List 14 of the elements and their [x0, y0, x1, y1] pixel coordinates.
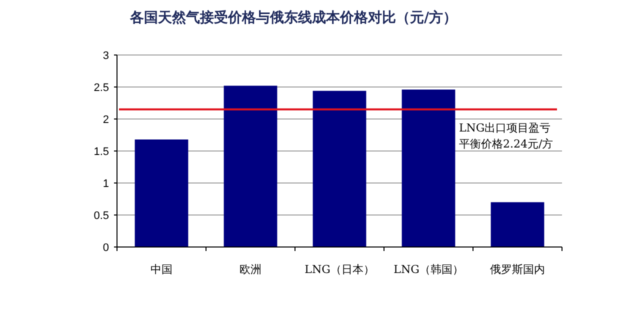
y-tick-label: 0.5 — [94, 210, 109, 222]
ref-line-label: LNG出口项目盈亏平衡价格2.24元/方 — [459, 121, 554, 150]
x-tick-label: 欧洲 — [240, 263, 262, 276]
x-tick-label: 中国 — [150, 263, 172, 276]
x-tick-label: LNG（韩国） — [394, 263, 464, 276]
x-tick-label: LNG（日本） — [304, 263, 374, 276]
y-tick-label: 2.5 — [94, 82, 109, 94]
title: 各国天然气接受价格与俄东线成本价格对比（元/方） — [130, 10, 458, 26]
y-tick-label: 1 — [102, 178, 109, 190]
y-tick-label: 1.5 — [94, 146, 109, 158]
x-tick-label: 俄罗斯国内 — [490, 263, 545, 276]
y-tick-label: 3 — [102, 50, 109, 62]
y-tick-label: 0 — [102, 242, 109, 254]
y-tick-label: 2 — [102, 114, 109, 126]
